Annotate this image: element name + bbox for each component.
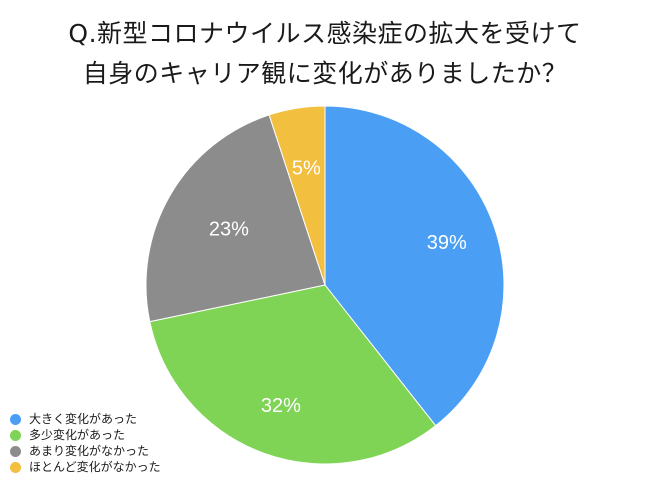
data-label-some-change: 32% (261, 395, 301, 417)
legend-label-almost-no-change: ほとんど変化がなかった (29, 460, 161, 474)
chart-title-line-2: 自身のキャリア観に変化がありましたか？ (82, 59, 568, 88)
chart-title-line-1: Q.新型コロナウイルス感染症の拡大を受けて (68, 19, 582, 48)
legend-swatch-almost-no-change (10, 461, 21, 473)
data-label-almost-no-change: 5% (292, 157, 321, 179)
chart-title: Q.新型コロナウイルス感染症の拡大を受けて 自身のキャリア観に変化がありましたか… (0, 14, 650, 94)
legend-item-little-change: あまり変化がなかった (10, 443, 161, 459)
chart-legend: 大きく変化があった 多少変化があった あまり変化がなかった ほとんど変化がなかっ… (10, 411, 161, 475)
legend-label-little-change: あまり変化がなかった (29, 444, 150, 458)
pie-slice-some-change (149, 284, 437, 465)
legend-swatch-little-change (10, 445, 21, 457)
legend-label-some-change: 多少変化があった (29, 428, 126, 442)
pie-slice-large-change (324, 105, 505, 427)
legend-item-large-change: 大きく変化があった (10, 411, 161, 427)
legend-item-almost-no-change: ほとんど変化がなかった (10, 459, 161, 475)
pie-slice-little-change (145, 114, 326, 323)
data-label-little-change: 23% (209, 219, 249, 241)
legend-item-some-change: 多少変化があった (10, 427, 161, 443)
legend-label-large-change: 大きく変化があった (29, 412, 138, 426)
data-label-large-change: 39% (427, 232, 467, 254)
pie-slice-almost-no-change (268, 105, 326, 286)
legend-swatch-large-change (10, 413, 21, 425)
legend-swatch-some-change (10, 429, 21, 441)
